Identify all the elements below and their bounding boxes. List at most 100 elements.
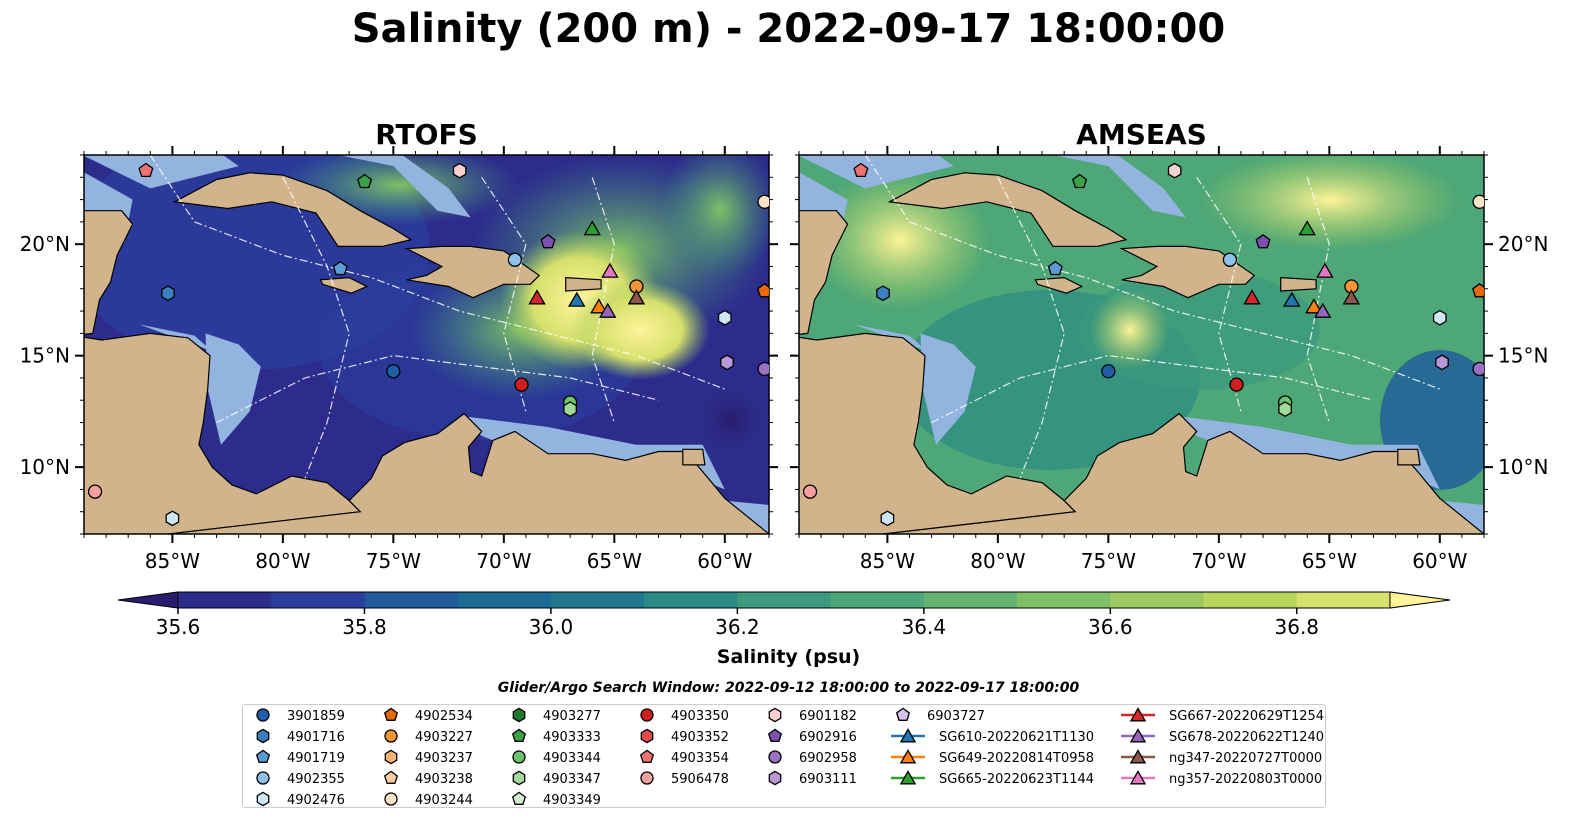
legend-label: 4903350 — [671, 709, 729, 724]
legend-marker — [768, 750, 782, 764]
float-marker — [1298, 220, 1316, 236]
panel-title-rtofs: RTOFS — [375, 118, 478, 151]
colorbar-segment — [457, 592, 552, 608]
float-marker — [507, 252, 523, 267]
lon-tick-label: 80°W — [255, 549, 310, 573]
legend-item: 6903727 — [895, 707, 985, 724]
colorbar-tick-label: 36.2 — [715, 615, 760, 639]
legend-item: 6902916 — [767, 728, 857, 745]
legend-item: SG667-20220629T1254 — [1121, 707, 1324, 724]
landmass-hispaniola — [1119, 245, 1256, 299]
legend-marker — [511, 728, 527, 742]
colorbar-segment — [923, 592, 1018, 608]
lon-tick-label: 70°W — [476, 549, 531, 573]
landmass-florida — [936, 95, 1000, 151]
landmass-hispaniola — [404, 245, 541, 299]
legend-marker — [640, 708, 654, 722]
float-marker — [1313, 302, 1332, 318]
boundary-line — [1196, 176, 1242, 412]
colorbar-tick-label: 36.4 — [902, 615, 947, 639]
legend-item: SG678-20220622T1240 — [1121, 728, 1324, 745]
float-marker — [590, 298, 608, 314]
legend-label: 4902355 — [287, 772, 345, 787]
lat-tick-label: 20°N — [20, 232, 70, 256]
legend-label: SG678-20220622T1240 — [1169, 730, 1324, 745]
lon-tick-label: 60°W — [697, 549, 752, 573]
legend-item: SG610-20220621T1130 — [891, 728, 1094, 745]
legend-marker — [895, 707, 911, 721]
legend-label: 6902958 — [799, 751, 857, 766]
rtofs-markers — [87, 162, 769, 527]
legend-label: 4901719 — [287, 751, 345, 766]
amseas-frame — [798, 154, 1485, 535]
amseas-markers — [802, 162, 1484, 527]
legend-item: 4902534 — [383, 707, 473, 724]
legend-marker — [899, 728, 917, 743]
legend-item: SG665-20220623T1144 — [891, 770, 1094, 787]
float-marker — [598, 302, 617, 318]
lat-tick-label: 20°N — [1498, 232, 1548, 256]
shelf-area — [84, 172, 133, 222]
legend-label: 4901716 — [287, 730, 345, 745]
float-marker — [1305, 298, 1323, 314]
panel-title-amseas: AMSEAS — [1076, 118, 1207, 151]
figure-title: Salinity (200 m) - 2022-09-17 18:00:00 — [351, 6, 1226, 52]
float-marker — [563, 401, 577, 418]
boundary-line — [481, 176, 527, 412]
colorbar-tick-label: 35.6 — [156, 615, 201, 639]
legend-marker — [512, 770, 526, 786]
float-marker — [1278, 401, 1292, 418]
legend-item: 6902958 — [768, 750, 857, 766]
legend-item: 4903333 — [511, 728, 601, 745]
float-marker — [853, 162, 869, 178]
landmass-southam — [878, 412, 1484, 534]
legend-label: 5906478 — [671, 772, 729, 787]
landmass-yucatan — [799, 210, 849, 335]
map-panels: 85°W 80°W 75°W 70°W 65°W 60°W 20°N 15°N 10°N 85°W… — [20, 93, 1548, 573]
legend-marker — [639, 749, 655, 763]
legend-marker — [256, 728, 270, 744]
legend-label: 4903352 — [671, 730, 729, 745]
float-marker — [1435, 354, 1449, 371]
legend-item: 4903227 — [384, 729, 473, 745]
colorbar-segment — [1296, 592, 1391, 608]
landmass-southam — [163, 412, 769, 534]
lat-tick-label: 10°N — [20, 455, 70, 479]
legend: 3901859 4901716 4901719 4902355 4902476 49025… — [242, 704, 1326, 808]
float-marker — [1072, 173, 1088, 189]
legend-label: ng357-20220803T0000 — [1169, 772, 1322, 787]
legend-item: 4903244 — [384, 792, 473, 808]
shelf-area — [205, 333, 261, 445]
float-marker — [161, 285, 175, 302]
lon-tick-label: 60°W — [1412, 549, 1467, 573]
amseas-field-blob — [1090, 290, 1170, 370]
legend-item: 4903344 — [512, 750, 601, 766]
colorbar-frame — [177, 591, 1391, 609]
float-marker — [138, 162, 154, 178]
legend-item: 6903111 — [768, 770, 857, 787]
legend-label: 4903227 — [415, 730, 473, 745]
lon-tick-label: 80°W — [970, 549, 1025, 573]
boundary-line — [1306, 177, 1330, 423]
colorbar-segment — [1203, 592, 1298, 608]
float-marker — [1101, 364, 1116, 379]
legend-marker — [512, 707, 526, 723]
legend-label: 6902916 — [799, 730, 857, 745]
float-marker — [528, 289, 546, 305]
legend-label: 3901859 — [287, 709, 345, 724]
float-marker — [1255, 233, 1271, 249]
legend-item: 4903347 — [512, 770, 601, 787]
float-marker — [583, 220, 601, 236]
legend-title: Glider/Argo Search Window: 2022-09-12 18… — [497, 680, 1080, 696]
float-marker — [87, 484, 103, 499]
landmass-bahama1 — [320, 93, 344, 133]
legend-marker — [384, 749, 398, 765]
float-marker — [1222, 252, 1238, 267]
legend-item: 4903277 — [512, 707, 601, 724]
legend-label: 4903354 — [671, 751, 729, 766]
rtofs-frame — [83, 154, 770, 535]
legend-marker — [383, 707, 399, 721]
colorbar: 35.6 35.8 36.0 36.2 36.4 36.6 36.8 — [117, 591, 1451, 639]
lon-tick-label: 65°W — [587, 549, 642, 573]
legend-marker — [640, 728, 654, 744]
